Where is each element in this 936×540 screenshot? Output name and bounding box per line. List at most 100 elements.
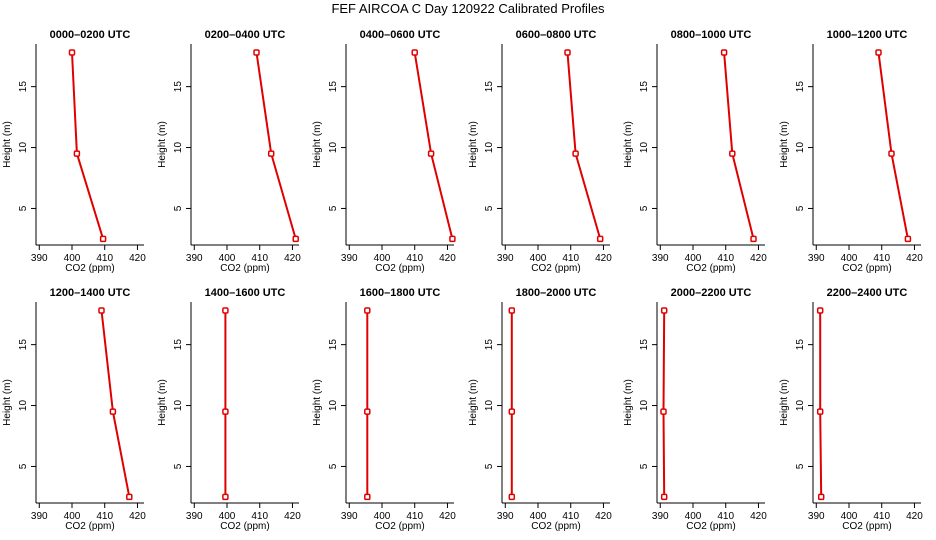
panel-8-x-tick-label: 400 (219, 511, 236, 522)
panel-11-x-tick-label: 400 (685, 511, 702, 522)
panel-2-x-tick-label: 400 (219, 253, 236, 264)
panel-6-data-point (904, 235, 912, 243)
panel-3-x-tick-label: 400 (374, 253, 391, 264)
panel-11-y-tick-label: 5 (639, 463, 650, 469)
panel-7-y-tick-label: 15 (18, 339, 29, 351)
panel-8-y-tick-label: 10 (173, 400, 184, 412)
panel-4: 0600–0800 UTC 390 400 410 420 5 10 15 CO2 (ppm) H… (468, 29, 612, 274)
panel-8-x-label: CO2 (ppm) (220, 521, 269, 532)
panel-4-data-point (564, 49, 571, 56)
panel-5: 0800–1000 UTC 390 400 410 420 5 10 15 CO2 (ppm) H… (623, 29, 767, 274)
panel-2-y-label: Height (m) (157, 121, 168, 168)
panel-4-x-tick-label: 420 (595, 253, 612, 264)
panel-6-x-tick-label: 390 (808, 253, 825, 264)
panel-10-y-tick-label: 5 (484, 463, 495, 469)
panel-3-y-tick-label: 5 (328, 205, 339, 211)
panel-8-y-tick-label: 15 (173, 339, 184, 351)
panel-11-data-point (660, 408, 667, 415)
panels-container: 0000–0200 UTC 390 400 410 420 5 10 15 CO2 (ppm) H… (2, 29, 923, 532)
panel-11-y-tick-label: 15 (639, 339, 650, 351)
panel-2-title: 0200–0400 UTC (205, 29, 286, 41)
panel-10-y-label: Height (m) (468, 379, 479, 426)
panel-12-title: 2200–2400 UTC (827, 287, 908, 299)
panel-6-y-label: Height (m) (779, 121, 790, 168)
panel-8-x-tick-label: 410 (251, 511, 268, 522)
panel-11-y-label: Height (m) (623, 379, 634, 426)
panel-12-profile-line (819, 310, 823, 497)
panel-9-y-tick-label: 10 (328, 400, 339, 412)
panel-3-title: 0400–0600 UTC (360, 29, 441, 41)
panel-4-y-tick-label: 10 (484, 142, 495, 154)
panel-1-title: 0000–0200 UTC (50, 29, 131, 41)
panel-10-x-tick-label: 400 (530, 511, 547, 522)
panel-1-y-tick-label: 15 (18, 81, 29, 93)
panel-11-x-tick-label: 410 (717, 511, 734, 522)
panel-2-y-tick-label: 15 (173, 81, 184, 93)
panel-8-data-point (222, 307, 229, 314)
panel-12-data-point (816, 307, 824, 314)
panel-10-title: 1800–2000 UTC (516, 287, 597, 299)
panel-1-x-tick-label: 400 (64, 253, 81, 264)
panel-3-y-label: Height (m) (312, 121, 323, 168)
panel-7-x-tick-label: 390 (31, 511, 48, 522)
panel-4-x-tick-label: 410 (562, 253, 579, 264)
panel-11-data-point (660, 493, 668, 501)
panel-9-data-point (364, 408, 371, 415)
panel-9-y-label: Height (m) (312, 379, 323, 426)
panel-9-data-point (364, 307, 371, 314)
panel-11-data-point (660, 307, 668, 314)
panel-7-title: 1200–1400 UTC (50, 287, 131, 299)
panel-6-x-tick-label: 420 (906, 253, 923, 264)
panel-11-x-tick-label: 390 (652, 511, 669, 522)
panel-5-x-tick-label: 390 (652, 253, 669, 264)
panel-9-x-tick-label: 410 (406, 511, 423, 522)
panel-3-y-tick-label: 10 (328, 142, 339, 154)
panel-4-title: 0600–0800 UTC (516, 29, 597, 41)
panel-3-x-tick-label: 420 (439, 253, 456, 264)
panel-9-y-tick-label: 15 (328, 339, 339, 351)
panel-5-x-label: CO2 (ppm) (686, 263, 735, 274)
panel-12-y-label: Height (m) (779, 379, 790, 426)
panel-5-title: 0800–1000 UTC (671, 29, 752, 41)
panel-3-x-tick-label: 410 (406, 253, 423, 264)
panel-1: 0000–0200 UTC 390 400 410 420 5 10 15 CO2 (ppm) H… (2, 29, 146, 274)
panel-1-x-tick-label: 410 (96, 253, 113, 264)
panel-6-y-tick-label: 10 (795, 142, 806, 154)
panel-6: 1000–1200 UTC 390 400 410 420 5 10 15 CO2 (ppm) H… (779, 29, 923, 274)
panel-11-title: 2000–2200 UTC (671, 287, 752, 299)
panel-12-data-point (817, 493, 825, 501)
panel-10-x-tick-label: 420 (595, 511, 612, 522)
panel-12-x-tick-label: 410 (873, 511, 890, 522)
panel-8-data-point (222, 493, 229, 501)
panel-2: 0200–0400 UTC 390 400 410 420 5 10 15 CO2 (ppm) H… (157, 29, 301, 274)
panel-3-data-point (449, 235, 456, 243)
panel-4-data-point (572, 150, 579, 157)
panel-7-y-tick-label: 5 (18, 463, 29, 469)
panel-8: 1400–1600 UTC 390 400 410 420 5 10 15 CO2 (ppm) H… (157, 287, 301, 532)
panel-12-x-tick-label: 390 (808, 511, 825, 522)
panel-5-y-tick-label: 15 (639, 81, 650, 93)
panel-10-data-point (508, 307, 516, 314)
panel-6-title: 1000–1200 UTC (827, 29, 908, 41)
panel-4-data-point (596, 235, 604, 243)
panel-10-y-tick-label: 10 (484, 400, 495, 412)
panel-12-y-tick-label: 10 (795, 400, 806, 412)
panel-11-profile-line (662, 310, 666, 497)
panel-4-y-label: Height (m) (468, 121, 479, 168)
panel-8-x-tick-label: 390 (186, 511, 203, 522)
panel-2-data-point (253, 49, 260, 56)
panel-7-x-tick-label: 410 (96, 511, 113, 522)
panel-7-y-label: Height (m) (2, 379, 13, 426)
panel-10: 1800–2000 UTC 390 400 410 420 5 10 15 CO2 (ppm) H… (468, 287, 612, 532)
panel-7-data-point (98, 307, 105, 314)
panel-5-data-point (750, 235, 757, 243)
panel-7-x-tick-label: 400 (64, 511, 81, 522)
panel-7-x-tick-label: 420 (129, 511, 146, 522)
panel-7-y-tick-label: 10 (18, 400, 29, 412)
panel-9-x-tick-label: 420 (439, 511, 456, 522)
panel-9-x-tick-label: 390 (341, 511, 358, 522)
panel-12-data-point (816, 408, 824, 415)
panel-5-y-tick-label: 5 (639, 205, 650, 211)
panel-11-x-label: CO2 (ppm) (686, 521, 735, 532)
